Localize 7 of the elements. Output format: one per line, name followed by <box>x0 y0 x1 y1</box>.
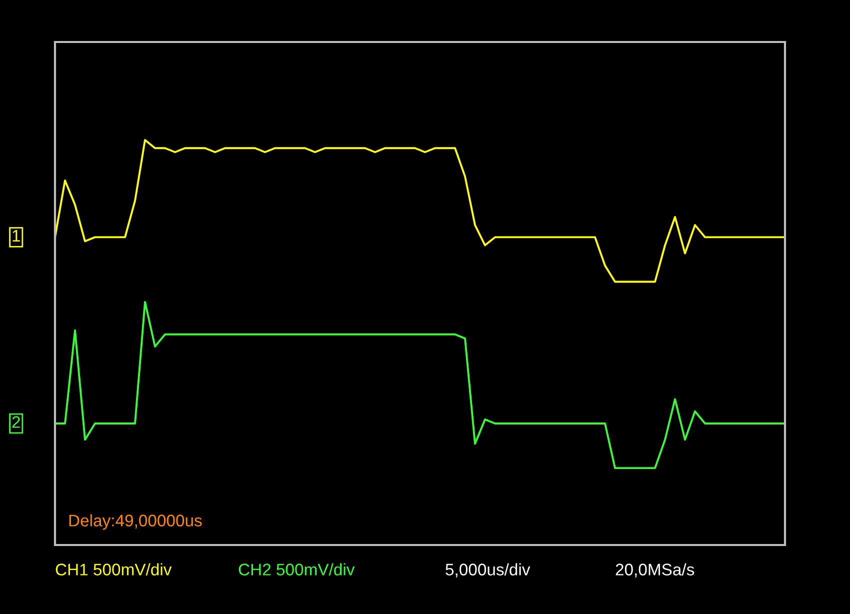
text: CH2 500mV/div <box>238 563 355 576</box>
text: 5,000us/div <box>446 563 530 578</box>
annotation: Delay:49,00000us <box>69 514 202 530</box>
text: 2 <box>12 416 20 428</box>
text: 20,0MSa/s <box>616 563 694 578</box>
text: CH1 500mV/div <box>56 563 172 576</box>
text: 1 <box>12 230 20 242</box>
